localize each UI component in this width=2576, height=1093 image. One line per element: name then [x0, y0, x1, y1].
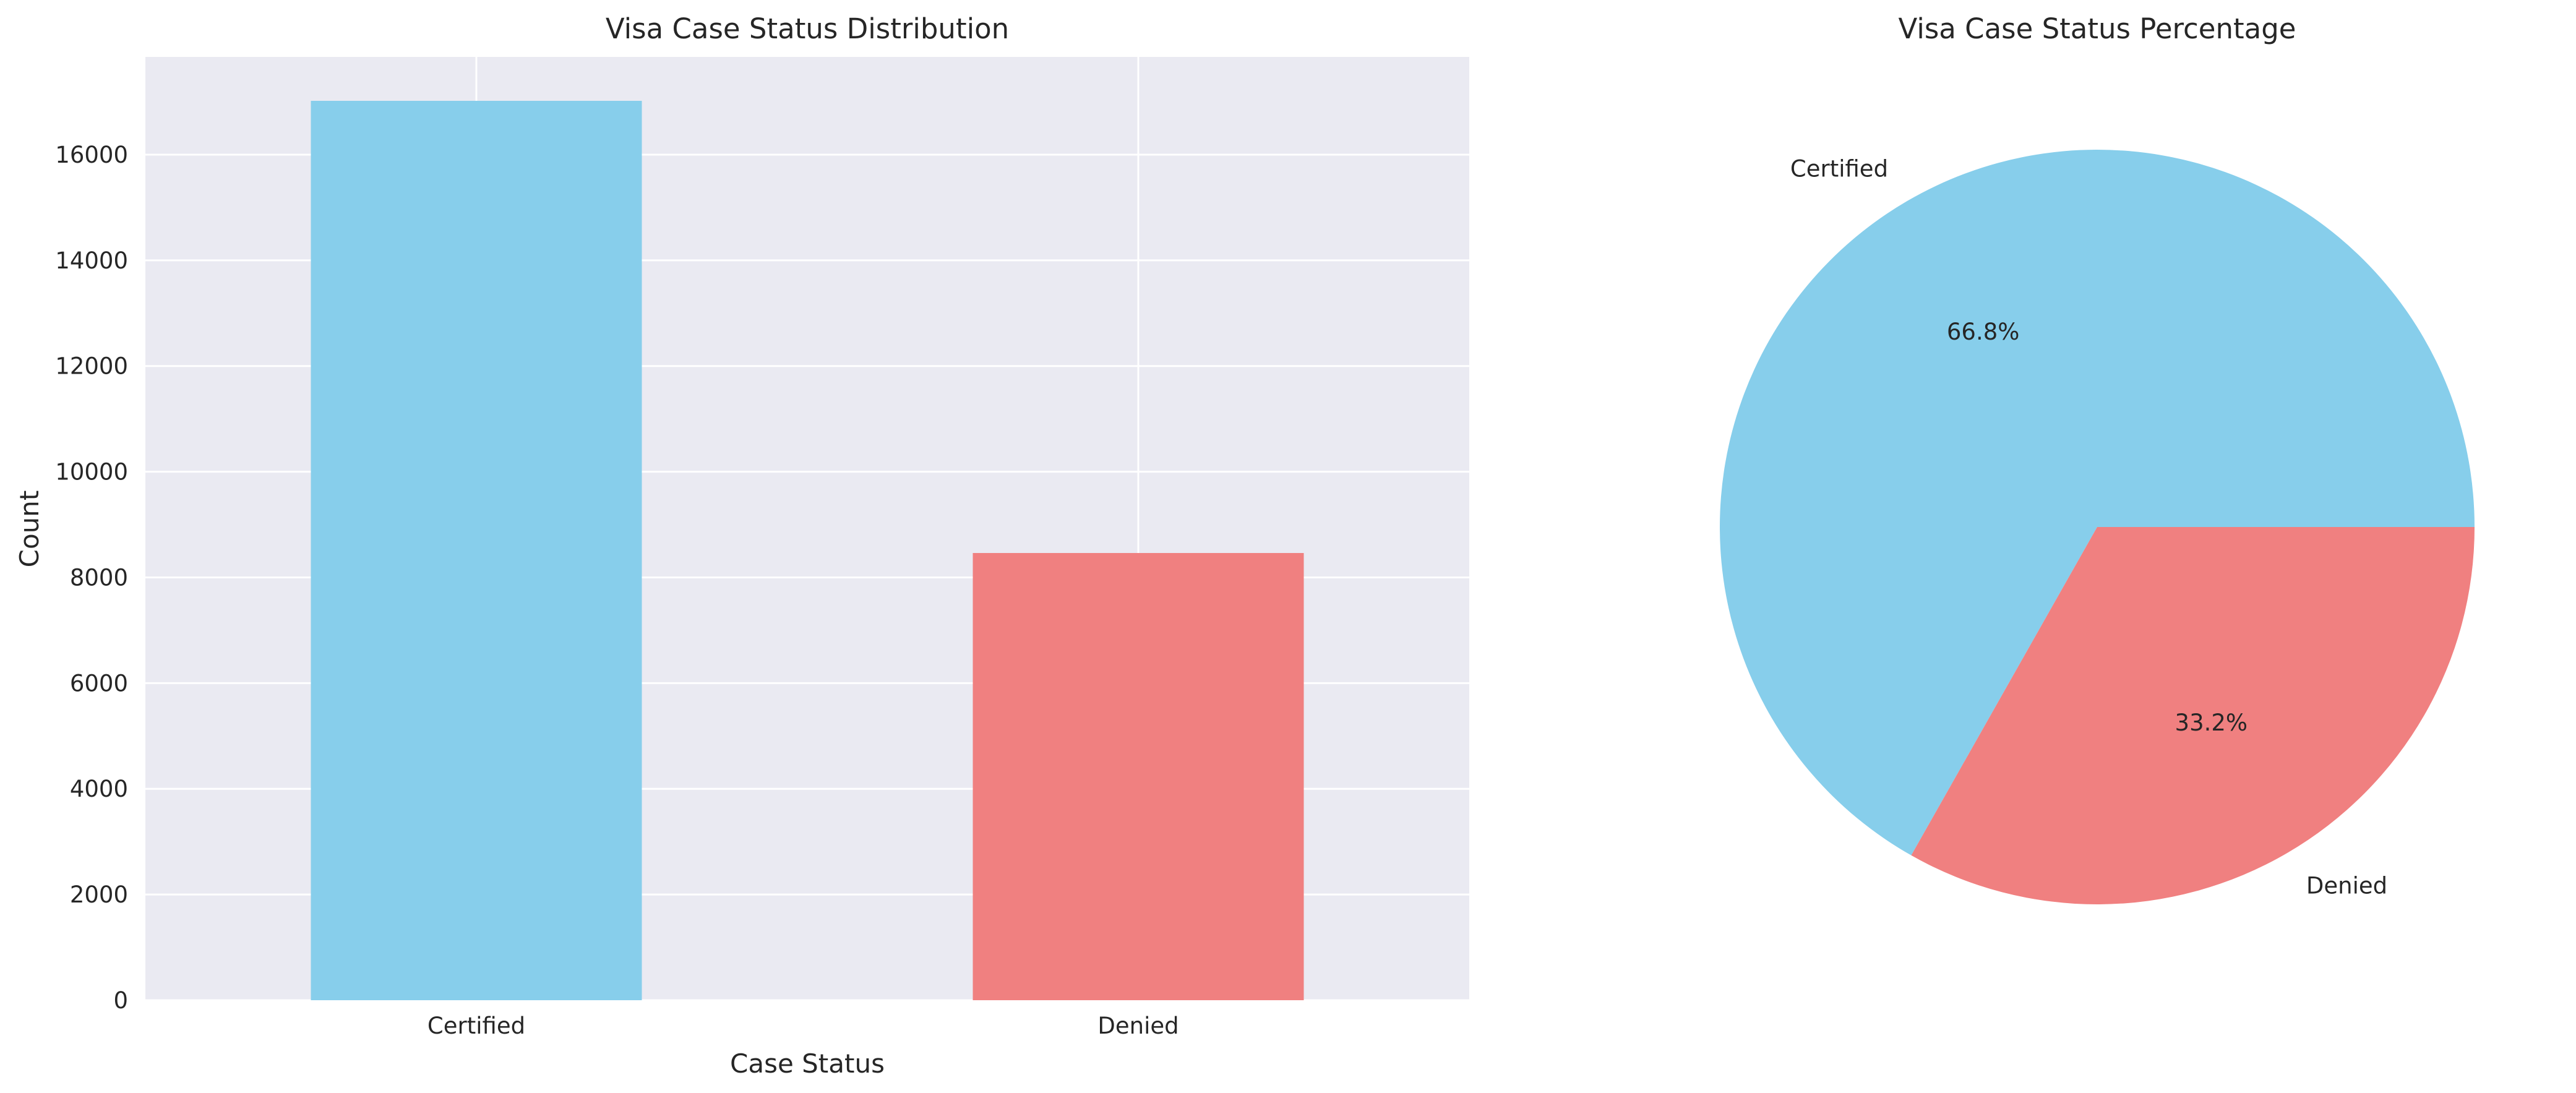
bar-y-tick-label: 10000 [55, 459, 128, 486]
bar-denied [972, 553, 1304, 1000]
bar-chart-title: Visa Case Status Distribution [606, 12, 1009, 45]
pie-percent-label: 66.8% [1947, 319, 2020, 345]
bar-y-tick-label: 16000 [55, 142, 128, 168]
pie-slice-label: Denied [2306, 873, 2387, 899]
bar-chart: 0 2000 4000 6000 8000 10000 12000 14000 16000 Ce… [14, 12, 1469, 1079]
bar-x-axis-label: Case Status [730, 1048, 885, 1079]
bar-certified [311, 100, 642, 1001]
pie-slice-label: Certified [1790, 155, 1888, 182]
bar-x-tick-labels: Certified Denied [427, 1013, 1179, 1039]
bar-y-tick-label: 12000 [55, 353, 128, 380]
pie-labels: Certified 66.8% Denied 33.2% [1790, 155, 2387, 899]
bar-y-axis-label: Count [14, 491, 45, 568]
pie-chart: Visa Case Status Percentage Certified 66.… [1719, 12, 2475, 904]
bar-marks [311, 100, 1304, 1001]
bar-x-tick-label: Certified [427, 1013, 525, 1039]
bar-y-tick-label: 2000 [70, 881, 128, 908]
pie-slice-denied [1911, 527, 2475, 904]
bar-y-tick-label: 0 [113, 987, 128, 1014]
pie-slices [1719, 150, 2475, 904]
bar-x-tick-label: Denied [1097, 1013, 1179, 1039]
pie-slice-certified [1719, 150, 2475, 855]
bar-y-tick-label: 14000 [55, 247, 128, 274]
bar-y-tick-label: 8000 [70, 564, 128, 591]
bar-y-tick-label: 6000 [70, 670, 128, 697]
bar-y-tick-labels: 0 2000 4000 6000 8000 10000 12000 14000 16000 [55, 142, 128, 1014]
pie-percent-label: 33.2% [2175, 709, 2248, 736]
pie-chart-title: Visa Case Status Percentage [1899, 12, 2296, 45]
bar-y-tick-label: 4000 [70, 776, 128, 802]
